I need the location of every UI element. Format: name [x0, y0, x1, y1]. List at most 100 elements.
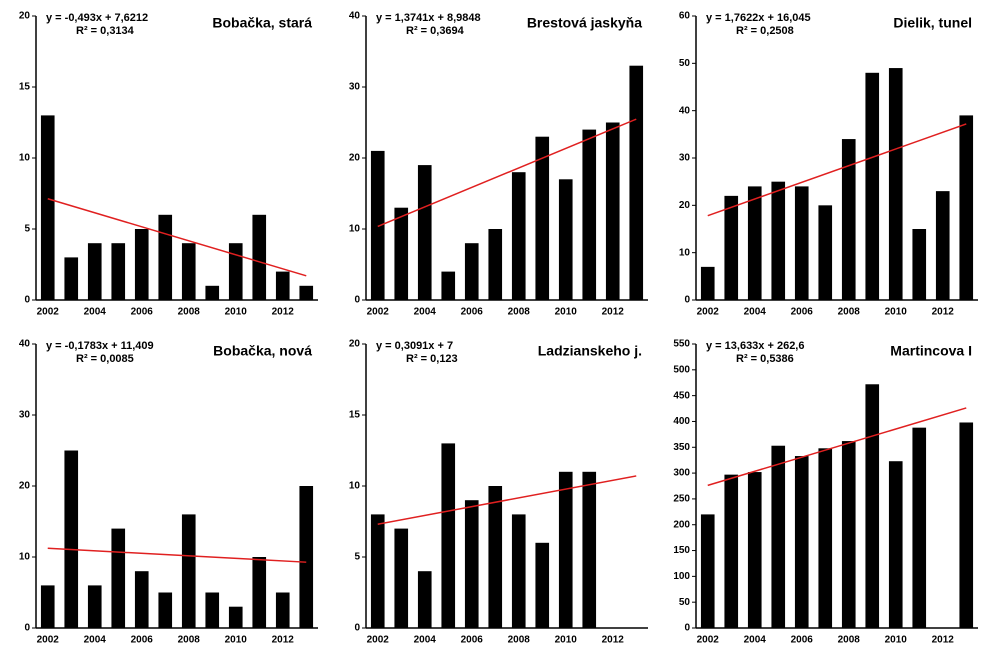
bar: [865, 72, 880, 300]
chart-title: Dielik, tunel: [893, 15, 972, 31]
trendline: [707, 123, 967, 217]
y-tick-label: 350: [673, 442, 690, 453]
y-tick-label: 30: [679, 153, 691, 164]
bar: [511, 514, 526, 628]
bar: [558, 471, 573, 628]
x-tick-label: 2006: [461, 307, 484, 318]
x-tick-label: 2002: [367, 635, 390, 646]
trend-r2: R² = 0,123: [406, 353, 458, 365]
y-tick-label: 40: [349, 11, 361, 22]
bar: [700, 514, 715, 628]
x-tick-label: 2010: [225, 635, 248, 646]
bar: [252, 557, 267, 628]
x-tick-label: 2006: [131, 307, 154, 318]
trendline: [707, 407, 967, 487]
chart-title: Ladzianskeho j.: [538, 343, 642, 359]
bar: [464, 500, 479, 628]
y-tick-label: 40: [679, 105, 691, 116]
bar: [205, 592, 220, 628]
x-tick-label: 2006: [791, 635, 814, 646]
x-tick-label: 2002: [37, 307, 60, 318]
bar: [818, 448, 833, 628]
trend-equation: y = 1,3741x + 8,9848: [376, 12, 481, 24]
chart-title: Brestová jaskyňa: [527, 15, 642, 31]
y-tick-label: 250: [673, 494, 690, 505]
y-tick-label: 50: [679, 58, 691, 69]
bar: [841, 139, 856, 300]
y-tick-label: 0: [24, 295, 30, 306]
bar: [394, 207, 409, 300]
y-tick-label: 0: [684, 295, 690, 306]
bar: [841, 441, 856, 628]
x-tick-label: 2004: [84, 307, 107, 318]
chart-title: Martincova I: [890, 343, 972, 359]
x-tick-label: 2012: [272, 307, 295, 318]
bar: [771, 181, 786, 300]
y-tick-label: 20: [19, 11, 31, 22]
bar: [888, 68, 903, 300]
x-tick-label: 2002: [367, 307, 390, 318]
bar: [40, 115, 55, 301]
bar: [252, 214, 267, 300]
bar: [441, 443, 456, 628]
bar: [629, 65, 644, 300]
x-tick-label: 2002: [697, 307, 720, 318]
bar: [865, 384, 880, 628]
x-tick-label: 2008: [508, 635, 531, 646]
x-tick-label: 2010: [885, 307, 908, 318]
x-tick-label: 2008: [508, 307, 531, 318]
bar: [299, 486, 314, 628]
bar: [181, 514, 196, 628]
bar: [158, 592, 173, 628]
y-tick-label: 5: [354, 552, 360, 563]
bar: [64, 257, 79, 300]
trend-r2: R² = 0,2508: [736, 25, 794, 37]
bar: [818, 205, 833, 300]
bar: [134, 571, 149, 628]
chart-title: Bobačka, stará: [212, 15, 312, 31]
y-tick-label: 5: [24, 224, 30, 235]
bar: [700, 266, 715, 300]
bar: [771, 445, 786, 628]
bar: [40, 585, 55, 628]
x-tick-label: 2006: [461, 635, 484, 646]
x-tick-label: 2004: [84, 635, 107, 646]
bar: [299, 285, 314, 300]
bar: [488, 486, 503, 628]
y-tick-label: 50: [679, 597, 691, 608]
bar: [912, 229, 927, 300]
y-tick-label: 200: [673, 519, 690, 530]
y-tick-label: 20: [19, 481, 31, 492]
x-tick-label: 2002: [697, 635, 720, 646]
bar: [228, 606, 243, 628]
bar: [205, 285, 220, 300]
x-tick-label: 2008: [838, 635, 861, 646]
y-tick-label: 20: [679, 200, 691, 211]
trend-r2: R² = 0,3134: [76, 25, 135, 37]
y-tick-label: 30: [349, 82, 361, 93]
bar: [370, 514, 385, 628]
y-tick-label: 0: [354, 295, 360, 306]
bar: [394, 528, 409, 628]
x-tick-label: 2004: [744, 307, 767, 318]
bar: [724, 195, 739, 300]
bar: [158, 214, 173, 300]
bar: [888, 461, 903, 628]
x-tick-label: 2012: [932, 307, 955, 318]
bar: [441, 271, 456, 300]
x-tick-label: 2008: [178, 635, 201, 646]
trend-equation: y = 1,7622x + 16,045: [706, 12, 811, 24]
bar: [558, 179, 573, 300]
y-tick-label: 10: [19, 552, 31, 563]
x-tick-label: 2004: [414, 635, 437, 646]
y-tick-label: 10: [19, 153, 31, 164]
x-tick-label: 2004: [744, 635, 767, 646]
x-tick-label: 2002: [37, 635, 60, 646]
y-tick-label: 400: [673, 416, 690, 427]
bar: [959, 115, 974, 301]
bar: [111, 528, 126, 628]
x-tick-label: 2008: [838, 307, 861, 318]
trend-equation: y = -0,1783x + 11,409: [46, 340, 154, 352]
x-tick-label: 2010: [225, 307, 248, 318]
y-tick-label: 20: [349, 153, 361, 164]
